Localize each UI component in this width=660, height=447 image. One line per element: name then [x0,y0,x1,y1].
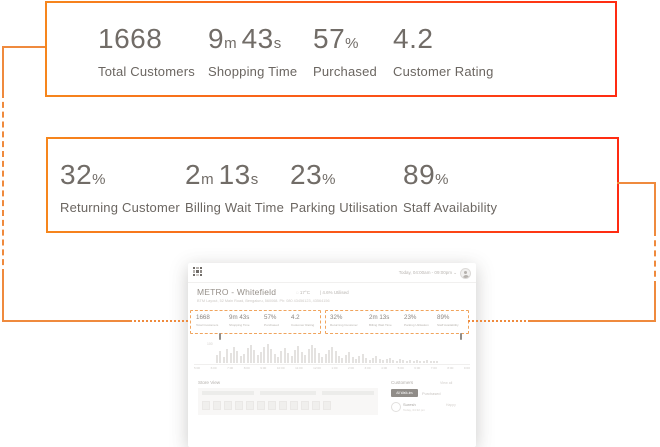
mini-stat: 9m 43s Shopping Time [229,314,250,327]
stat-label: Parking Utilisation [290,200,398,215]
store-view-title: Store View [198,380,221,385]
chart-y-label: 100 [207,342,213,346]
chevron-down-icon: ⌄ [453,270,457,275]
range-slider-handle-left[interactable] [219,333,221,340]
stat-label: Returning Customer [60,200,180,215]
customer-name[interactable]: Suresh [403,402,416,407]
timeline-histogram [216,340,458,363]
dashboard-topbar: Today, 04:00am - 09:00pm ⌄ [188,263,476,283]
connector-left-bottom-dotted [130,320,188,322]
stat-total-customers: 1668 Total Customers [98,23,195,79]
dashboard-card: Today, 04:00am - 09:00pm ⌄ METRO - White… [188,263,476,447]
connector-right-top [617,182,656,184]
stat-value: 23% [290,159,336,190]
stat-value: 89% [403,159,449,190]
connector-left-vertical-b [2,92,4,275]
store-address: BTM Layout, 52 Main Road, Bengaluru, 560… [197,299,330,303]
connector-right-bottom [530,320,656,322]
stat-value: 9m 43s [208,23,282,54]
stat-purchased: 57% Purchased [313,23,377,79]
connector-left-vertical-c [2,275,4,322]
date-range-selector[interactable]: Today, 04:00am - 09:00pm ⌄ [398,270,457,275]
stat-value: 57% [313,23,359,54]
stat-value: 2m 13s [185,159,259,190]
connector-right-vertical-c [654,287,656,322]
connector-right-vertical-b [654,230,656,287]
shelf-squares [202,401,331,410]
person-icon [464,271,467,274]
connector-right-vertical-a [654,182,656,230]
stat-parking-utilisation: 23% Parking Utilisation [290,159,398,215]
stat-label: Billing Wait Time [185,200,284,215]
stat-label: Total Customers [98,64,195,79]
chart-x-ticks: 5:00 6:00 7:00 8:00 9:00 10:00 11:00 12:00 1:00 2… [194,366,470,370]
mini-stat: 89% Staff Availability [437,314,459,327]
mini-stat: 1668 Total Customers [196,314,219,327]
tab-all-walkins[interactable]: All Walk-ins [391,389,418,397]
connector-left-vertical-a [2,46,4,92]
stat-label: Purchased [313,64,377,79]
customer-status: Happy [446,403,456,407]
kpi-highlight-box-b: 32% Returning Customer 2m 13s Billing Wait… [325,310,469,334]
stat-value: 1668 [98,23,163,54]
utilised-badge: | 4.6% Utilised [320,290,349,295]
stat-label: Customer Rating [393,64,494,79]
store-view-map[interactable] [198,388,378,415]
connector-left-top [2,46,45,48]
mini-stat: 32% Returning Customer [330,314,358,327]
kpi-callout-top: 1668 Total Customers 9m 43s Shopping Time… [45,1,617,97]
stat-label: Staff Availability [403,200,498,215]
mini-stat: 57% Purchased [264,314,279,327]
customer-avatar [391,402,401,412]
customer-time: Today, 04:32 pm [403,408,425,412]
stat-customer-rating: 4.2 Customer Rating [393,23,494,79]
connector-right-bottom-dotted [468,320,530,322]
stat-staff-availability: 89% Staff Availability [403,159,497,215]
stat-value: 4.2 [393,23,434,54]
range-slider-handle-right[interactable] [460,333,462,340]
stat-returning-customer: 32% Returning Customer [60,159,180,215]
stat-shopping-time: 9m 43s Shopping Time [208,23,297,79]
chart-baseline [194,364,470,365]
kpi-highlight-box-a: 1668 Total Customers 9m 43s Shopping Time … [190,310,321,334]
stat-billing-wait-time: 2m 13s Billing Wait Time [185,159,284,215]
store-title: METRO - Whitefield [197,287,277,297]
kpi-callout-bottom: 32% Returning Customer 2m 13s Billing Wai… [46,137,619,233]
mini-stat: 2m 13s Billing Wait Time [369,314,392,327]
customers-title: Customers [391,380,414,385]
tab-purchased[interactable]: Purchased [422,391,441,396]
user-avatar[interactable] [460,268,471,279]
connector-left-bottom [2,320,130,322]
mini-stat: 23% Parking Utilisation [404,314,429,327]
mini-stat: 4.2 Customer Rating [291,314,315,327]
weather-temperature: ◌ 17°C [296,290,310,295]
stat-label: Shopping Time [208,64,298,79]
app-logo-icon[interactable] [193,267,202,276]
view-all-link[interactable]: View all [440,381,453,385]
stat-value: 32% [60,159,106,190]
